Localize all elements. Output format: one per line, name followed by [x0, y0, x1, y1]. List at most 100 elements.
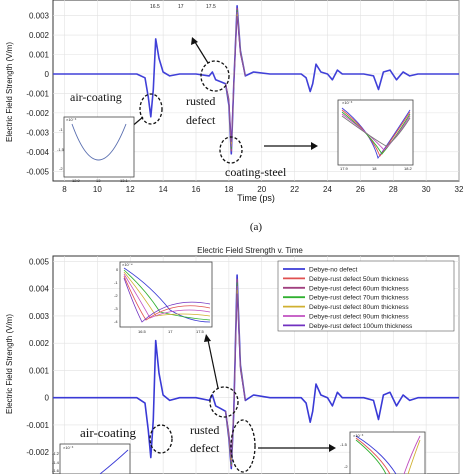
panel-b-air-coating-circle: [149, 424, 173, 454]
panel-a-y-axis-label: Electric Field Strength (V/m): [5, 42, 14, 142]
legend-entry-label: Debye-no defect: [309, 267, 358, 274]
panel-b-inset-rust-curve-6: [123, 277, 211, 323]
panel-b: Electric Field Strength v. Time 0.005 0.0…: [5, 246, 460, 474]
panel-a-label-coating-steel: coating-steel: [225, 165, 287, 179]
panel-a-top-tick-3: 17.5: [206, 4, 216, 10]
panel-b-inset-steel-curve-2: [355, 437, 391, 474]
panel-b-y-tick-label: 0.004: [29, 285, 50, 294]
legend-entry-label: Debye-rust defect 100um thickness: [309, 323, 413, 330]
panel-a-inset-air-xtick-2: 13: [96, 178, 101, 183]
panel-a-inset-steel-curve-5: [341, 115, 411, 147]
panel-a-x-axis-label: Time (ps): [237, 193, 275, 203]
panel-b-series-line-0: [53, 274, 459, 470]
panel-a-inset-air-frame: [63, 116, 135, 178]
panel-b-title: Electric Field Strength v. Time: [197, 246, 303, 255]
panel-b-y-tick-label: 0.002: [29, 339, 50, 348]
panel-b-inset-rust-xtick-2: 17: [168, 329, 173, 334]
panel-b-inset-steel: ×10⁻³ -1.5 -2: [340, 431, 426, 474]
legend-entry-label: Debye-rust defect 90um thickness: [309, 314, 409, 321]
panel-a: 0.003 0.002 0.001 0 -0.001 -0.002 -0.003 -0.004…: [5, 0, 464, 233]
panel-b-inset-rust-ytick-1: 0: [116, 267, 119, 272]
legend-entry-label: Debye-rust defect 50um thickness: [309, 276, 409, 283]
panel-a-inset-coating-steel: ×10⁻³ 17.9 18 18.2: [337, 99, 414, 171]
panel-b-inset-air-curve: [99, 449, 129, 474]
panel-a-inset-steel-exponent: ×10⁻³: [342, 100, 353, 105]
panel-a-inset-air-ytick-3: -2: [59, 166, 63, 171]
panel-b-inset-rust-curve-5: [123, 275, 211, 321]
panel-b-grid: [53, 256, 460, 474]
panel-a-x-tick-label: 28: [389, 185, 398, 194]
panel-a-label-air-coating: air-coating: [70, 90, 122, 104]
panel-b-variant-line-4: [225, 293, 246, 458]
panel-a-inset-air-ytick-2: -1.5: [57, 147, 65, 152]
panel-b-y-ticks: 0.005 0.004 0.003 0.002 0.001 0 -0.001 -0.002: [26, 257, 49, 457]
panel-a-x-tick-label: 30: [422, 185, 431, 194]
panel-a-variant-line-4: [225, 16, 246, 142]
panel-a-inset-steel-curve-3: [341, 111, 411, 155]
panel-b-inset-steel-curve-5: [407, 439, 421, 474]
panel-a-y-tick-label: 0.001: [29, 50, 50, 59]
panel-b-inset-air-ytick-2: -1.4: [52, 460, 60, 465]
panel-b-legend-box: [277, 260, 455, 332]
panel-a-inset-steel-curve-1: [341, 107, 411, 160]
panel-a-series: [53, 5, 459, 155]
panel-b-inset-steel-curve-3: [355, 439, 387, 474]
panel-a-y-tick-label: -0.005: [26, 167, 49, 176]
panel-a-air-coating-circle: [139, 93, 163, 125]
panel-b-label-rusted: rusted: [190, 423, 219, 437]
legend-entry-label: Debye-rust defect 80um thickness: [309, 304, 409, 311]
panel-a-y-tick-label: -0.002: [26, 109, 49, 118]
panel-a-x-tick-label: 18: [224, 185, 233, 194]
panel-b-inset-rust: ×10⁻⁴ 0 -1 -2 -3 -4 16.5 17 17.5: [114, 261, 213, 334]
panel-a-y-tick-label: 0.003: [29, 12, 50, 21]
panel-b-y-tick-label: -0.002: [26, 448, 49, 457]
panel-b-inset-rust-curve-1: [123, 267, 211, 323]
panel-a-coating-steel-circle: [219, 136, 243, 164]
panel-a-x-tick-label: 8: [62, 185, 67, 194]
panel-b-inset-air-ytick-1: -1.2: [52, 451, 60, 456]
panel-b-inset-rust-ytick-2: -1: [114, 280, 118, 285]
panel-b-inset-rust-xtick-1: 16.5: [138, 329, 147, 334]
panel-b-label-defect: defect: [190, 441, 220, 455]
panel-b-inset-air-ytick-3: -1.6: [52, 468, 60, 473]
panel-a-y-tick-label: 0.002: [29, 31, 50, 40]
panel-a-inset-steel-xtick-2: 18: [372, 166, 377, 171]
panel-b-rusted-defect-circle: [209, 386, 239, 418]
panel-a-x-ticks: 8 10 12 14 16 18 20 22 24 26 28 30 32: [62, 185, 464, 194]
panel-a-inset-air-xtick-1: 12.9: [72, 178, 81, 183]
panel-a-inset-air-xtick-3: 13.1: [120, 178, 129, 183]
panel-a-x-tick-label: 24: [323, 185, 332, 194]
panel-a-inset-air-curve: [71, 123, 127, 161]
panel-a-inset-steel-curve-4: [341, 113, 411, 151]
panel-b-inset-steel-curve-1: [355, 435, 397, 474]
panel-a-arrow-rusted-head: [191, 37, 198, 45]
panel-a-y-tick-label: -0.003: [26, 128, 49, 137]
panel-b-inset-rust-frame: [119, 261, 213, 328]
panel-b-y-tick-label: 0.001: [29, 366, 50, 375]
panel-a-x-tick-label: 32: [455, 185, 464, 194]
panel-b-legend: Debye-no defect Debye-rust defect 50um th…: [277, 260, 455, 332]
panel-b-inset-steel-ytick-2: -2: [344, 464, 348, 469]
panel-b-inset-steel-ytick-1: -1.5: [340, 442, 348, 447]
panel-a-x-tick-label: 12: [126, 185, 135, 194]
panel-b-inset-rust-exponent: ×10⁻⁴: [122, 262, 133, 267]
panel-a-arrow-coating-steel-head: [311, 142, 318, 150]
panel-a-y-ticks: 0.003 0.002 0.001 0 -0.001 -0.002 -0.003 -0.004…: [26, 12, 49, 177]
panel-b-y-axis-label: Electric Field Strength (V/m): [5, 314, 14, 414]
panel-b-arrow-rusted-head: [204, 334, 211, 342]
panel-b-inset-rust-ytick-3: -2: [114, 293, 118, 298]
panel-a-series-line-0: [53, 5, 459, 155]
panel-a-y-tick-label: 0: [45, 70, 50, 79]
panel-b-inset-rust-ytick-5: -4: [114, 319, 118, 324]
panel-a-x-tick-label: 20: [257, 185, 266, 194]
panel-a-y-tick-label: -0.004: [26, 148, 49, 157]
panel-b-y-tick-label: -0.001: [26, 421, 49, 430]
panel-a-inset-steel-xtick-3: 18.2: [404, 166, 413, 171]
panel-b-y-tick-label: 0.005: [29, 257, 50, 266]
panel-a-x-tick-label: 14: [159, 185, 168, 194]
legend-entry-label: Debye-rust defect 70um thickness: [309, 295, 409, 302]
panel-a-rusted-defect-circle: [200, 60, 230, 92]
panel-a-x-tick-label: 16: [192, 185, 201, 194]
panel-a-label: (a): [250, 221, 263, 233]
